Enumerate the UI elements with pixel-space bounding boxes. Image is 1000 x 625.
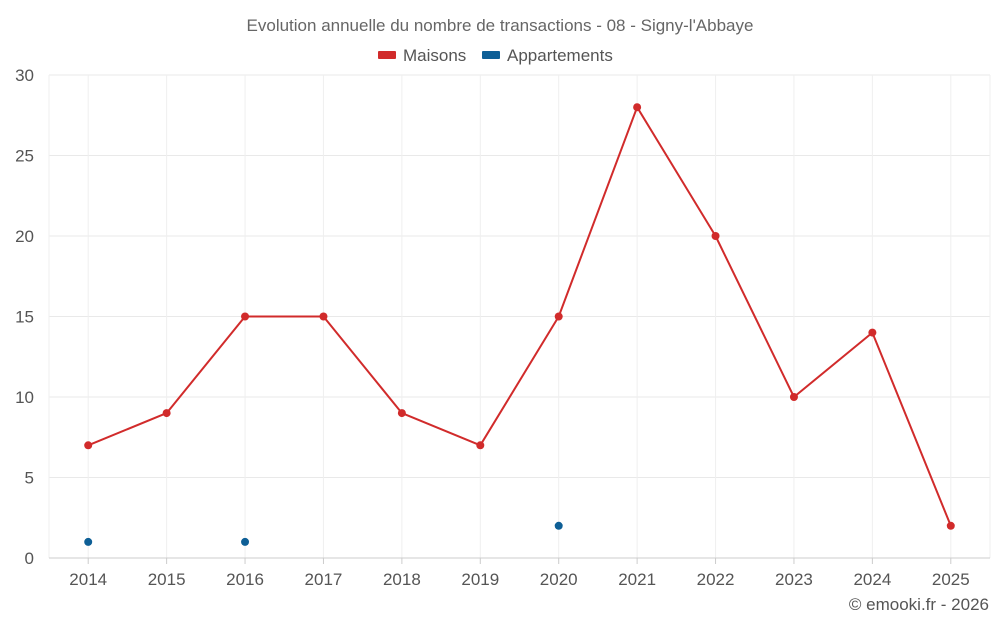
y-tick-label-10: 10	[15, 388, 34, 407]
point-appartements-2016[interactable]	[241, 537, 250, 546]
x-tick-label-2017: 2017	[305, 570, 343, 589]
x-tick-label-2019: 2019	[461, 570, 499, 589]
point-maisons-2018[interactable]	[397, 409, 406, 418]
series-layer	[84, 103, 955, 546]
x-axis: 2014 2015 2016 2017 2018 2019 2020 2021 2022 2023…	[49, 557, 990, 589]
point-maisons-2024[interactable]	[868, 328, 877, 337]
series-line-maisons	[87, 106, 952, 527]
x-tick-label-2022: 2022	[697, 570, 735, 589]
x-tick-label-2020: 2020	[540, 570, 578, 589]
point-maisons-2019[interactable]	[476, 441, 485, 450]
point-maisons-2017[interactable]	[319, 312, 328, 321]
y-tick-label-5: 5	[25, 469, 34, 488]
y-axis: 0 5 10 15 20 25 30	[15, 66, 34, 568]
series-appartements	[84, 521, 563, 546]
point-maisons-2025[interactable]	[946, 521, 955, 530]
legend: Maisons Appartements	[378, 46, 613, 65]
legend-label-appartements: Appartements	[507, 46, 613, 65]
chart-credit: © emooki.fr - 2026	[849, 595, 989, 614]
y-tick-label-30: 30	[15, 66, 34, 85]
point-appartements-2020[interactable]	[554, 521, 563, 530]
x-tick-label-2014: 2014	[69, 570, 107, 589]
x-tick-label-2015: 2015	[148, 570, 186, 589]
x-tick-label-2016: 2016	[226, 570, 264, 589]
point-appartements-2014[interactable]	[84, 537, 93, 546]
point-maisons-2015[interactable]	[162, 409, 171, 418]
point-maisons-2021[interactable]	[633, 103, 642, 112]
x-tick-label-2018: 2018	[383, 570, 421, 589]
point-maisons-2022[interactable]	[711, 232, 720, 240]
grid	[48, 74, 991, 558]
legend-swatch-maisons	[378, 51, 396, 59]
y-tick-label-20: 20	[15, 227, 34, 246]
point-maisons-2016[interactable]	[241, 312, 250, 321]
point-maisons-2023[interactable]	[789, 393, 798, 401]
legend-swatch-appartements	[482, 51, 500, 59]
y-tick-label-0: 0	[25, 549, 34, 568]
legend-item-maisons[interactable]: Maisons	[378, 46, 466, 65]
point-maisons-2020[interactable]	[554, 312, 563, 321]
x-tick-label-2021: 2021	[618, 570, 656, 589]
x-tick-label-2025: 2025	[932, 570, 970, 589]
legend-label-maisons: Maisons	[403, 46, 466, 65]
y-tick-label-15: 15	[15, 308, 34, 327]
legend-item-appartements[interactable]: Appartements	[482, 46, 613, 65]
point-maisons-2014[interactable]	[84, 441, 93, 450]
x-tick-label-2024: 2024	[853, 570, 891, 589]
x-tick-label-2023: 2023	[775, 570, 813, 589]
y-tick-label-25: 25	[15, 147, 34, 166]
series-maisons	[84, 103, 955, 530]
chart-title: Evolution annuelle du nombre de transact…	[247, 16, 754, 35]
